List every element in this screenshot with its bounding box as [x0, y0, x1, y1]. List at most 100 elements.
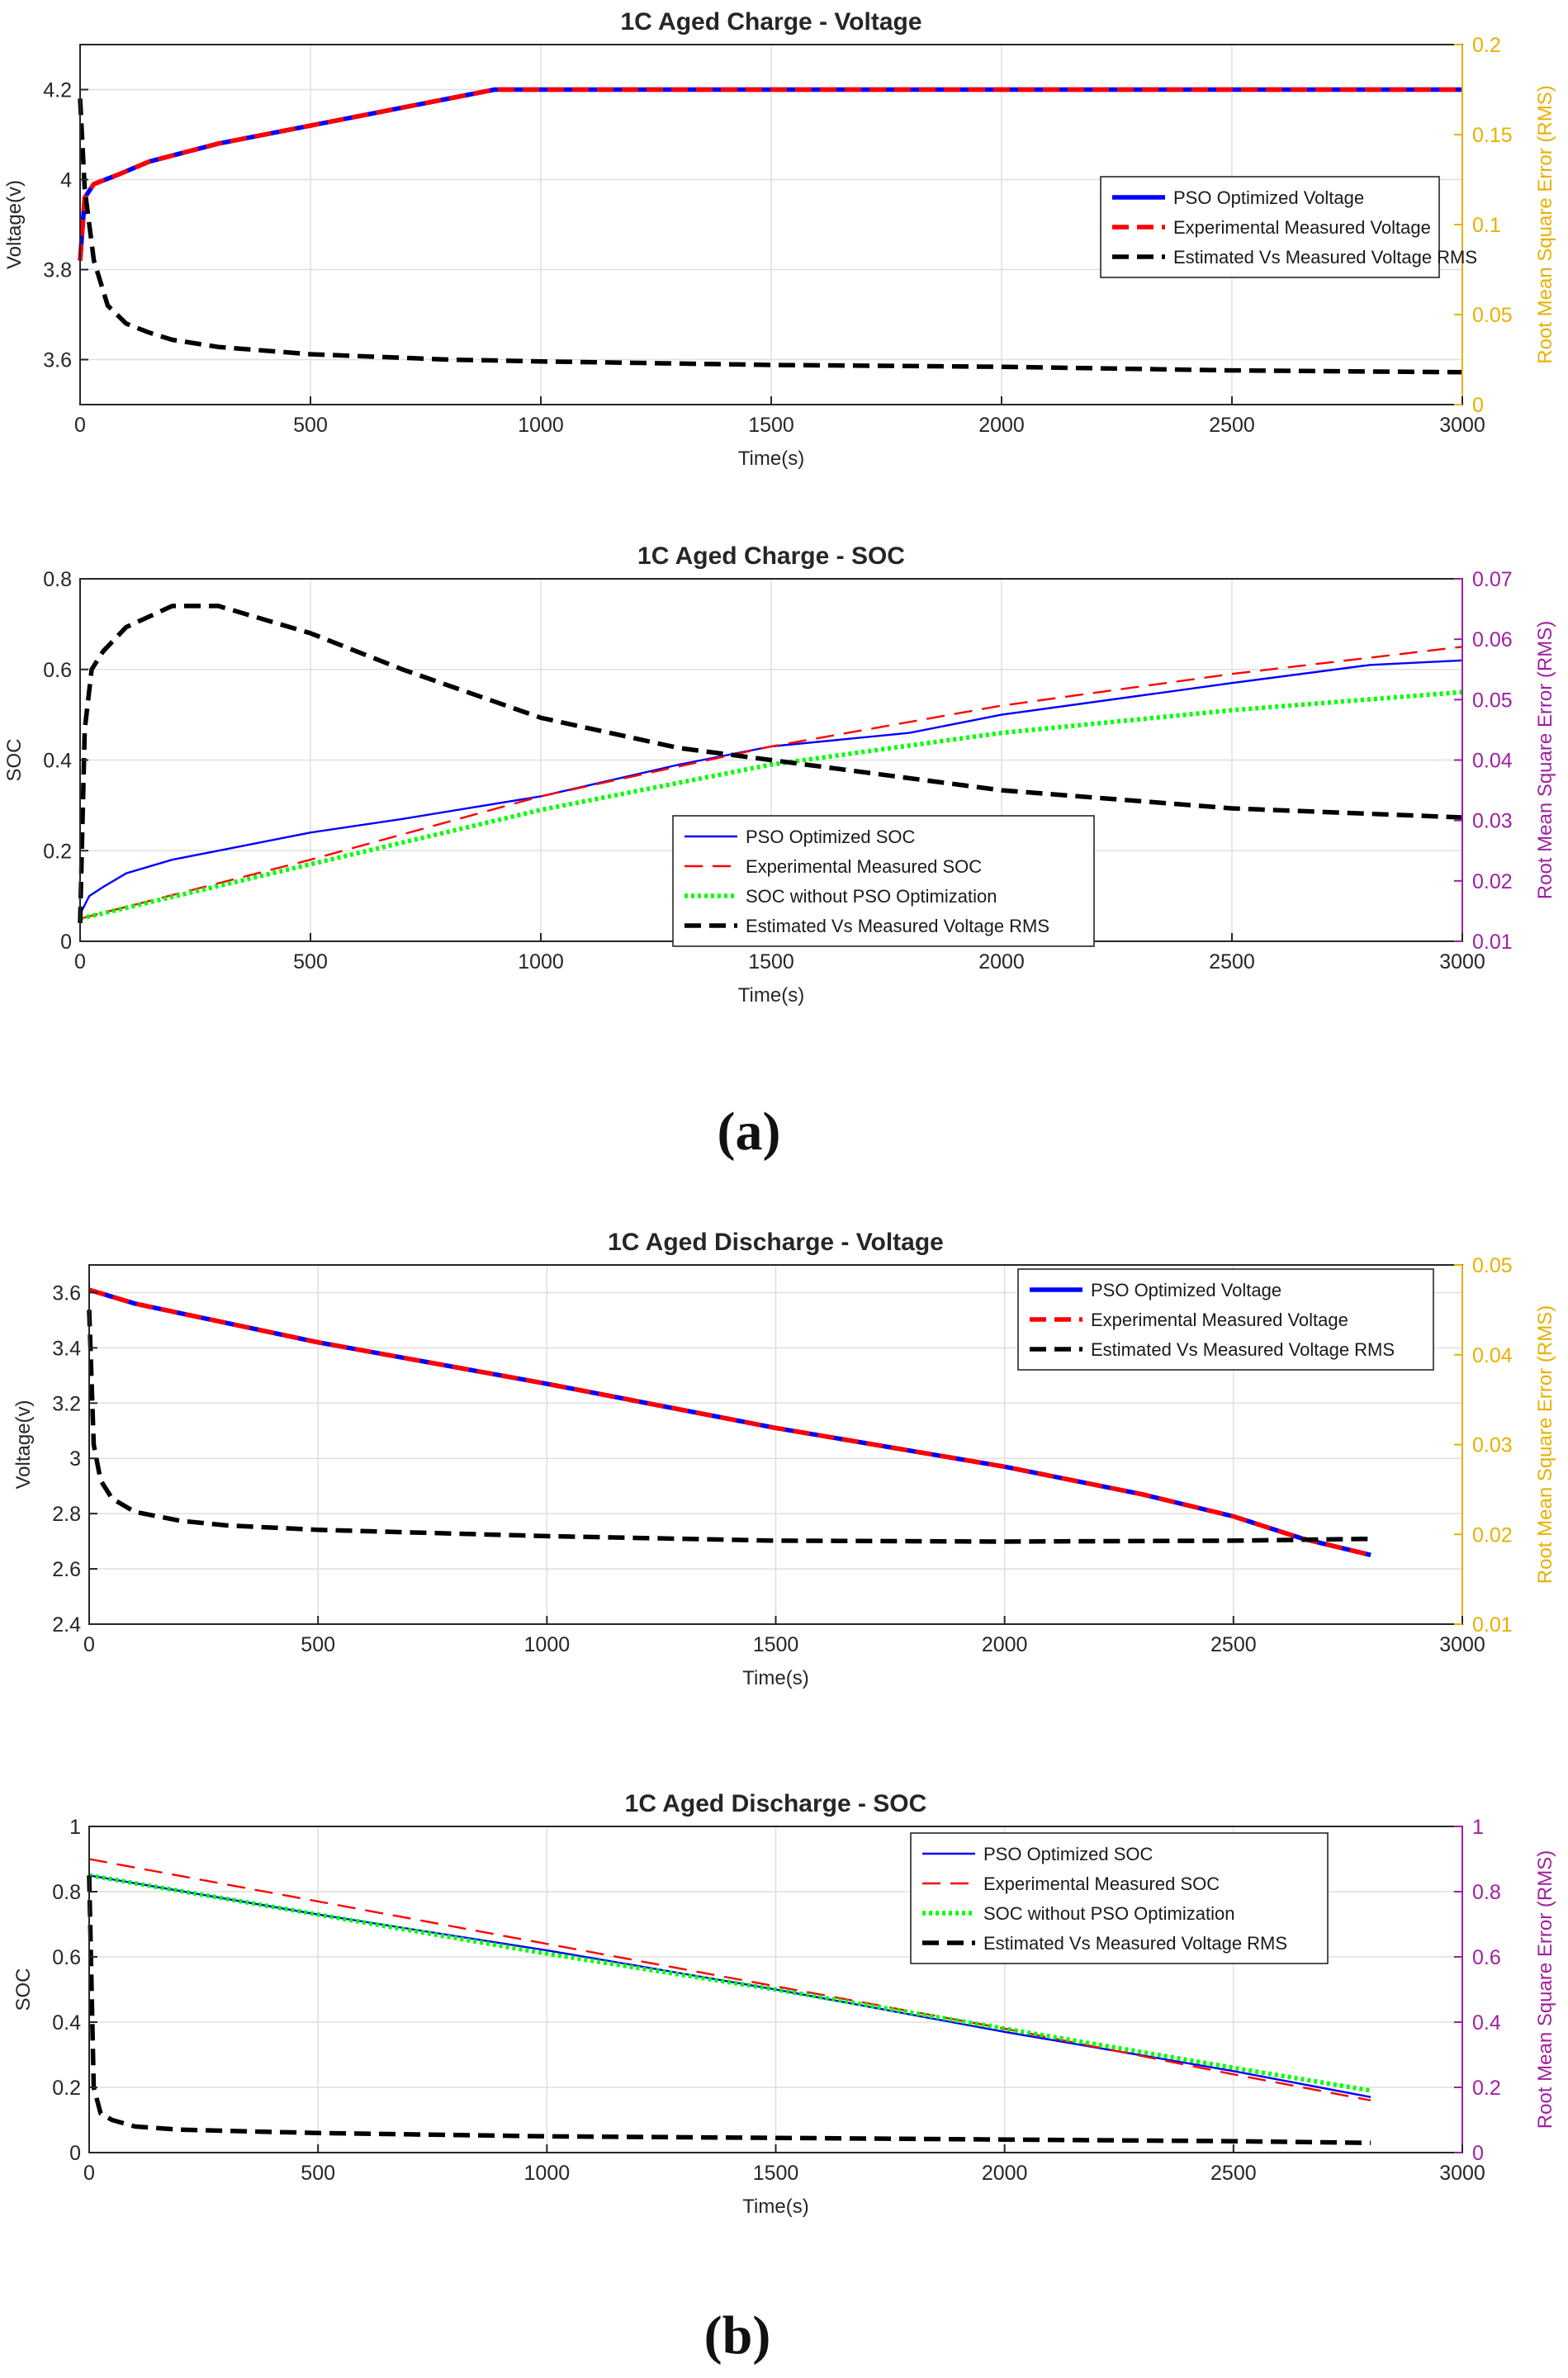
y-tick-label: 3.6 — [43, 349, 72, 372]
x-tick-label: 1000 — [524, 1633, 571, 1656]
y-tick-label: 0 — [60, 931, 72, 954]
y2-tick-label: 0.2 — [1472, 2077, 1501, 2100]
chart-title: 1C Aged Discharge - Voltage — [608, 1229, 944, 1256]
y-tick-label: 4.2 — [43, 79, 72, 102]
x-tick-label: 2500 — [1209, 950, 1255, 973]
y2-tick-label: 0.02 — [1472, 1523, 1513, 1547]
x-tick-label: 0 — [83, 2162, 95, 2185]
y-tick-label: 4 — [60, 169, 72, 192]
y-tick-label: 0 — [69, 2142, 81, 2165]
y-axis-label: Voltage(v) — [12, 1400, 35, 1489]
y2-tick-label: 0.2 — [1472, 34, 1501, 57]
y2-tick-label: 0 — [1472, 2142, 1484, 2165]
legend: PSO Optimized Voltage Experimental Measur… — [1101, 177, 1477, 277]
legend-entry: PSO Optimized SOC — [746, 827, 916, 847]
x-tick-label: 0 — [74, 950, 86, 973]
x-axis-label: Time(s) — [742, 1667, 808, 1689]
legend: PSO Optimized SOC Experimental Measured S… — [673, 816, 1094, 946]
x-tick-label: 2000 — [978, 950, 1025, 973]
x-tick-label: 1500 — [748, 414, 794, 437]
x-tick-label: 1000 — [518, 414, 564, 437]
y2-tick-label: 0.05 — [1472, 689, 1513, 712]
y-tick-label: 0.6 — [52, 1946, 81, 1969]
chart-title: 1C Aged Charge - SOC — [637, 542, 905, 570]
x-axis-label: Time(s) — [738, 448, 804, 470]
chart-3: 0 500 1000 1500 2000 2500 3000 2.4 2.6 2.8 3 3.2 3.4… — [12, 1229, 1556, 1689]
y-axis-label: SOC — [3, 738, 26, 781]
chart-4: 0 500 1000 1500 2000 2500 300000.20.40.60.8100… — [12, 1790, 1556, 2218]
legend-entry: PSO Optimized SOC — [983, 1844, 1153, 1864]
y2-tick-label: 1 — [1472, 1816, 1484, 1839]
y-tick-label: 0.8 — [52, 1881, 81, 1904]
panel-label: (a) — [718, 1101, 781, 1162]
x-tick-label: 3000 — [1439, 950, 1485, 973]
y-tick-label: 3.4 — [52, 1337, 81, 1360]
legend-entry: SOC without PSO Optimization — [983, 1903, 1234, 1924]
x-tick-label: 0 — [83, 1633, 95, 1656]
chart-1: 0 500 1000 1500 2000 2500 3000 3.6 3.8 4 4.2 0 0.05 0… — [3, 8, 1556, 470]
legend-entry: SOC without PSO Optimization — [746, 886, 997, 907]
y2-axis-label: Root Mean Square Error (RMS) — [1534, 85, 1556, 363]
x-tick-label: 3000 — [1439, 1633, 1485, 1656]
y2-tick-label: 0.01 — [1472, 1613, 1513, 1637]
legend: PSO Optimized SOC Experimental Measured S… — [911, 1833, 1328, 1964]
legend-entry: Experimental Measured Voltage — [1173, 217, 1431, 238]
legend-entry: PSO Optimized Voltage — [1091, 1280, 1281, 1300]
y-tick-label: 3.6 — [52, 1281, 81, 1305]
x-tick-label: 2500 — [1210, 2162, 1257, 2185]
y2-axis-label: Root Mean Square Error (RMS) — [1534, 1850, 1556, 2129]
y-tick-label: 0.6 — [43, 659, 72, 682]
x-axis-label: Time(s) — [742, 2196, 808, 2218]
y2-tick-label: 0.6 — [1472, 1946, 1501, 1969]
x-axis-label: Time(s) — [738, 984, 804, 1007]
legend: PSO Optimized Voltage Experimental Measur… — [1018, 1269, 1433, 1370]
x-tick-label: 500 — [301, 2162, 335, 2185]
x-tick-label: 1000 — [518, 950, 564, 973]
x-tick-label: 2000 — [978, 414, 1025, 437]
figure: 0 500 1000 1500 2000 2500 30003.63.844.200.050… — [0, 0, 1568, 2378]
y2-tick-label: 0.8 — [1472, 1881, 1501, 1904]
y2-tick-label: 0.07 — [1472, 568, 1513, 591]
x-tick-label: 0 — [74, 414, 86, 437]
y2-tick-label: 0.1 — [1472, 214, 1501, 237]
x-tick-label: 1500 — [753, 2162, 799, 2185]
y-tick-label: 0.2 — [52, 2077, 81, 2100]
x-tick-label: 500 — [293, 414, 328, 437]
y2-tick-label: 0.04 — [1472, 750, 1513, 773]
legend-entry: Estimated Vs Measured Voltage RMS — [1091, 1339, 1395, 1360]
y2-tick-label: 0 — [1472, 394, 1484, 417]
legend-entry: Estimated Vs Measured Voltage RMS — [983, 1933, 1287, 1954]
y-tick-label: 3.8 — [43, 259, 72, 282]
x-tick-label: 2000 — [982, 2162, 1028, 2185]
legend-entry: Experimental Measured Voltage — [1091, 1310, 1348, 1330]
y-tick-label: 0.8 — [43, 568, 72, 591]
y2-tick-label: 0.4 — [1472, 2011, 1501, 2035]
x-tick-label: 500 — [293, 950, 328, 973]
y-axis-label: SOC — [12, 1968, 35, 2011]
y2-axis-label: Root Mean Square Error (RMS) — [1534, 1305, 1556, 1584]
y2-tick-label: 0.03 — [1472, 1434, 1513, 1457]
y2-tick-label: 0.04 — [1472, 1344, 1513, 1367]
y2-tick-label: 0.05 — [1472, 304, 1513, 327]
legend-entry: Experimental Measured SOC — [746, 856, 982, 877]
x-tick-label: 1500 — [753, 1633, 799, 1656]
x-tick-label: 1500 — [748, 950, 794, 973]
y2-tick-label: 0.05 — [1472, 1254, 1513, 1277]
x-tick-label: 3000 — [1439, 2162, 1485, 2185]
y-tick-label: 0.4 — [52, 2011, 81, 2035]
legend-entry: PSO Optimized Voltage — [1173, 187, 1364, 208]
y2-tick-label: 0.03 — [1472, 810, 1513, 833]
y-axis-label: Voltage(v) — [3, 180, 26, 269]
chart-title: 1C Aged Charge - Voltage — [620, 8, 921, 36]
y2-tick-label: 0.06 — [1472, 628, 1513, 651]
x-tick-label: 2500 — [1210, 1633, 1257, 1656]
x-tick-label: 2000 — [982, 1633, 1028, 1656]
chart-2: 0 500 1000 1500 2000 2500 3000 0 0.2 0.4 0.6 0.8 0.0… — [3, 542, 1556, 1007]
y-tick-label: 0.4 — [43, 750, 72, 773]
y2-axis-label: Root Mean Square Error (RMS) — [1534, 621, 1556, 899]
y2-tick-label: 0.02 — [1472, 870, 1513, 893]
y-tick-label: 2.4 — [52, 1613, 81, 1637]
y-tick-label: 2.6 — [52, 1558, 81, 1581]
x-tick-label: 1000 — [524, 2162, 571, 2185]
y2-tick-label: 0.15 — [1472, 124, 1513, 147]
